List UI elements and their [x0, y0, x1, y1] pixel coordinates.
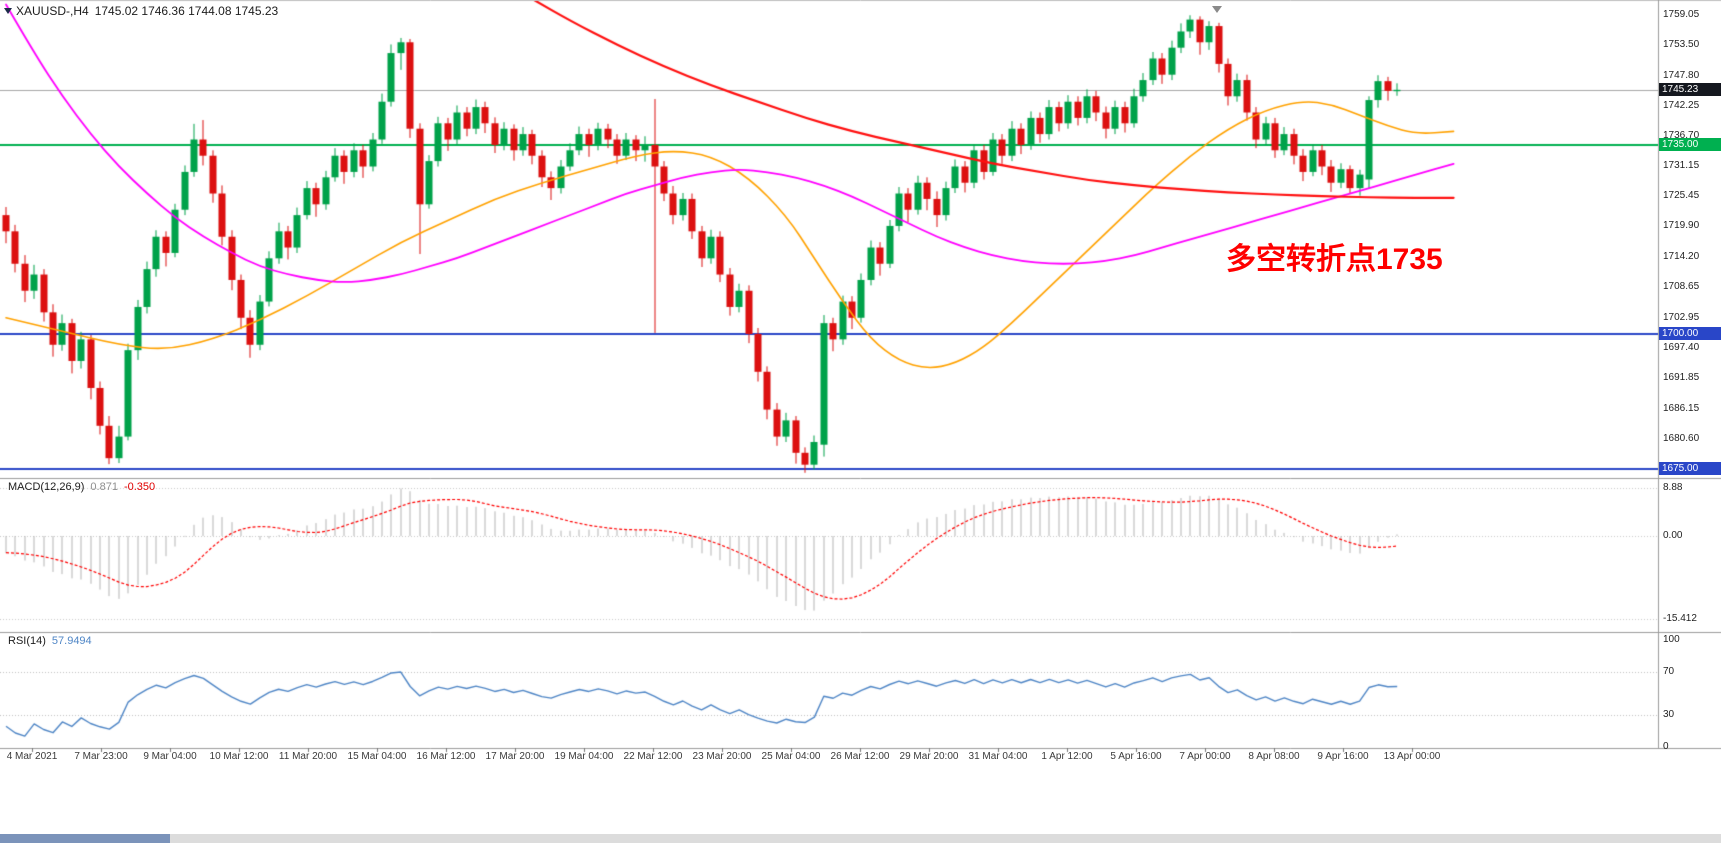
macd-label: MACD(12,26,9)	[8, 481, 85, 493]
scrollbar-thumb[interactable]	[0, 834, 170, 843]
time-axis-label: 13 Apr 00:00	[1383, 751, 1441, 762]
price-level-badge: 1675.00	[1659, 461, 1721, 475]
time-axis-label: 19 Mar 04:00	[554, 751, 614, 762]
time-axis-label: 10 Mar 12:00	[209, 751, 269, 762]
chart-header: XAUUSD-,H4 1745.02 1746.36 1744.08 1745.2…	[16, 4, 284, 18]
rsi-axis-label: 30	[1663, 708, 1675, 720]
time-axis-label: 25 Mar 04:00	[761, 751, 821, 762]
time-axis-label: 23 Mar 20:00	[692, 751, 752, 762]
time-axis-label: 5 Apr 16:00	[1110, 751, 1162, 762]
rsi-panel-label: RSI(14) 57.9494	[8, 635, 92, 647]
time-axis-label: 15 Mar 04:00	[347, 751, 407, 762]
price-axis-label: 1719.90	[1663, 220, 1700, 232]
price-level-badge: 1700.00	[1659, 326, 1721, 340]
price-axis-label: 1686.15	[1663, 402, 1700, 414]
price-axis-label: 1702.95	[1663, 312, 1700, 324]
rsi-axis-label: 100	[1663, 634, 1680, 645]
price-level-badge: 1735.00	[1659, 137, 1721, 151]
time-axis-label: 1 Apr 12:00	[1041, 751, 1093, 762]
time-axis-label: 9 Apr 16:00	[1317, 751, 1369, 762]
time-axis-label: 29 Mar 20:00	[899, 751, 959, 762]
rsi-label: RSI(14)	[8, 635, 46, 647]
macd-axis-label: 8.88	[1663, 482, 1683, 493]
price-axis-label: 1697.40	[1663, 342, 1700, 353]
price-axis-label: 1680.60	[1663, 432, 1700, 444]
time-axis-label: 26 Mar 12:00	[830, 751, 890, 762]
price-axis-label: 1742.25	[1663, 99, 1700, 111]
price-axis-label: 1708.65	[1663, 281, 1700, 293]
macd-axis-label: 0.00	[1663, 530, 1683, 541]
time-axis-label: 7 Mar 23:00	[74, 751, 128, 762]
price-axis-label: 1759.05	[1663, 9, 1700, 20]
macd-axis-label: -15.412	[1663, 613, 1697, 625]
time-axis-label: 31 Mar 04:00	[968, 751, 1028, 762]
rsi-axis-label: 0	[1663, 741, 1669, 752]
price-axis-label: 1731.15	[1663, 159, 1700, 171]
price-axis-label: 1725.45	[1663, 190, 1700, 202]
time-axis-label: 22 Mar 12:00	[623, 751, 683, 762]
price-axis-label: 1736.70	[1663, 129, 1700, 141]
time-axis-label: 7 Apr 00:00	[1179, 751, 1231, 762]
symbol-menu-icon[interactable]	[4, 8, 12, 14]
macd-value-main: 0.871	[90, 481, 118, 493]
time-axis-label: 16 Mar 12:00	[416, 751, 476, 762]
time-axis-label: 8 Apr 08:00	[1248, 751, 1300, 762]
price-axis-label: 1753.50	[1663, 38, 1700, 50]
annotation-text: 多空转折点1735	[1226, 243, 1443, 276]
macd-value-signal: -0.350	[123, 481, 156, 493]
symbol-period-label: XAUUSD-,H4	[16, 4, 89, 18]
time-axis-label: 4 Mar 2021	[6, 751, 58, 762]
chart-shift-marker-icon[interactable]	[1212, 6, 1222, 13]
rsi-axis-label: 70	[1663, 666, 1675, 678]
price-axis-label: 1691.85	[1663, 371, 1700, 383]
time-axis-label: 17 Mar 20:00	[485, 751, 545, 762]
time-axis-label: 9 Mar 04:00	[143, 751, 197, 762]
rsi-value: 57.9494	[51, 635, 92, 647]
bid-price-badge: 1745.23	[1659, 82, 1721, 96]
price-axis-label: 1714.20	[1663, 251, 1700, 263]
price-axis-label: 1747.80	[1663, 69, 1700, 81]
horizontal-scrollbar[interactable]	[0, 834, 1721, 843]
time-axis-label: 11 Mar 20:00	[278, 751, 338, 762]
macd-panel-label: MACD(12,26,9) 0.871 -0.350	[8, 481, 155, 493]
ohlc-values: 1745.02 1746.36 1744.08 1745.23	[94, 4, 279, 18]
